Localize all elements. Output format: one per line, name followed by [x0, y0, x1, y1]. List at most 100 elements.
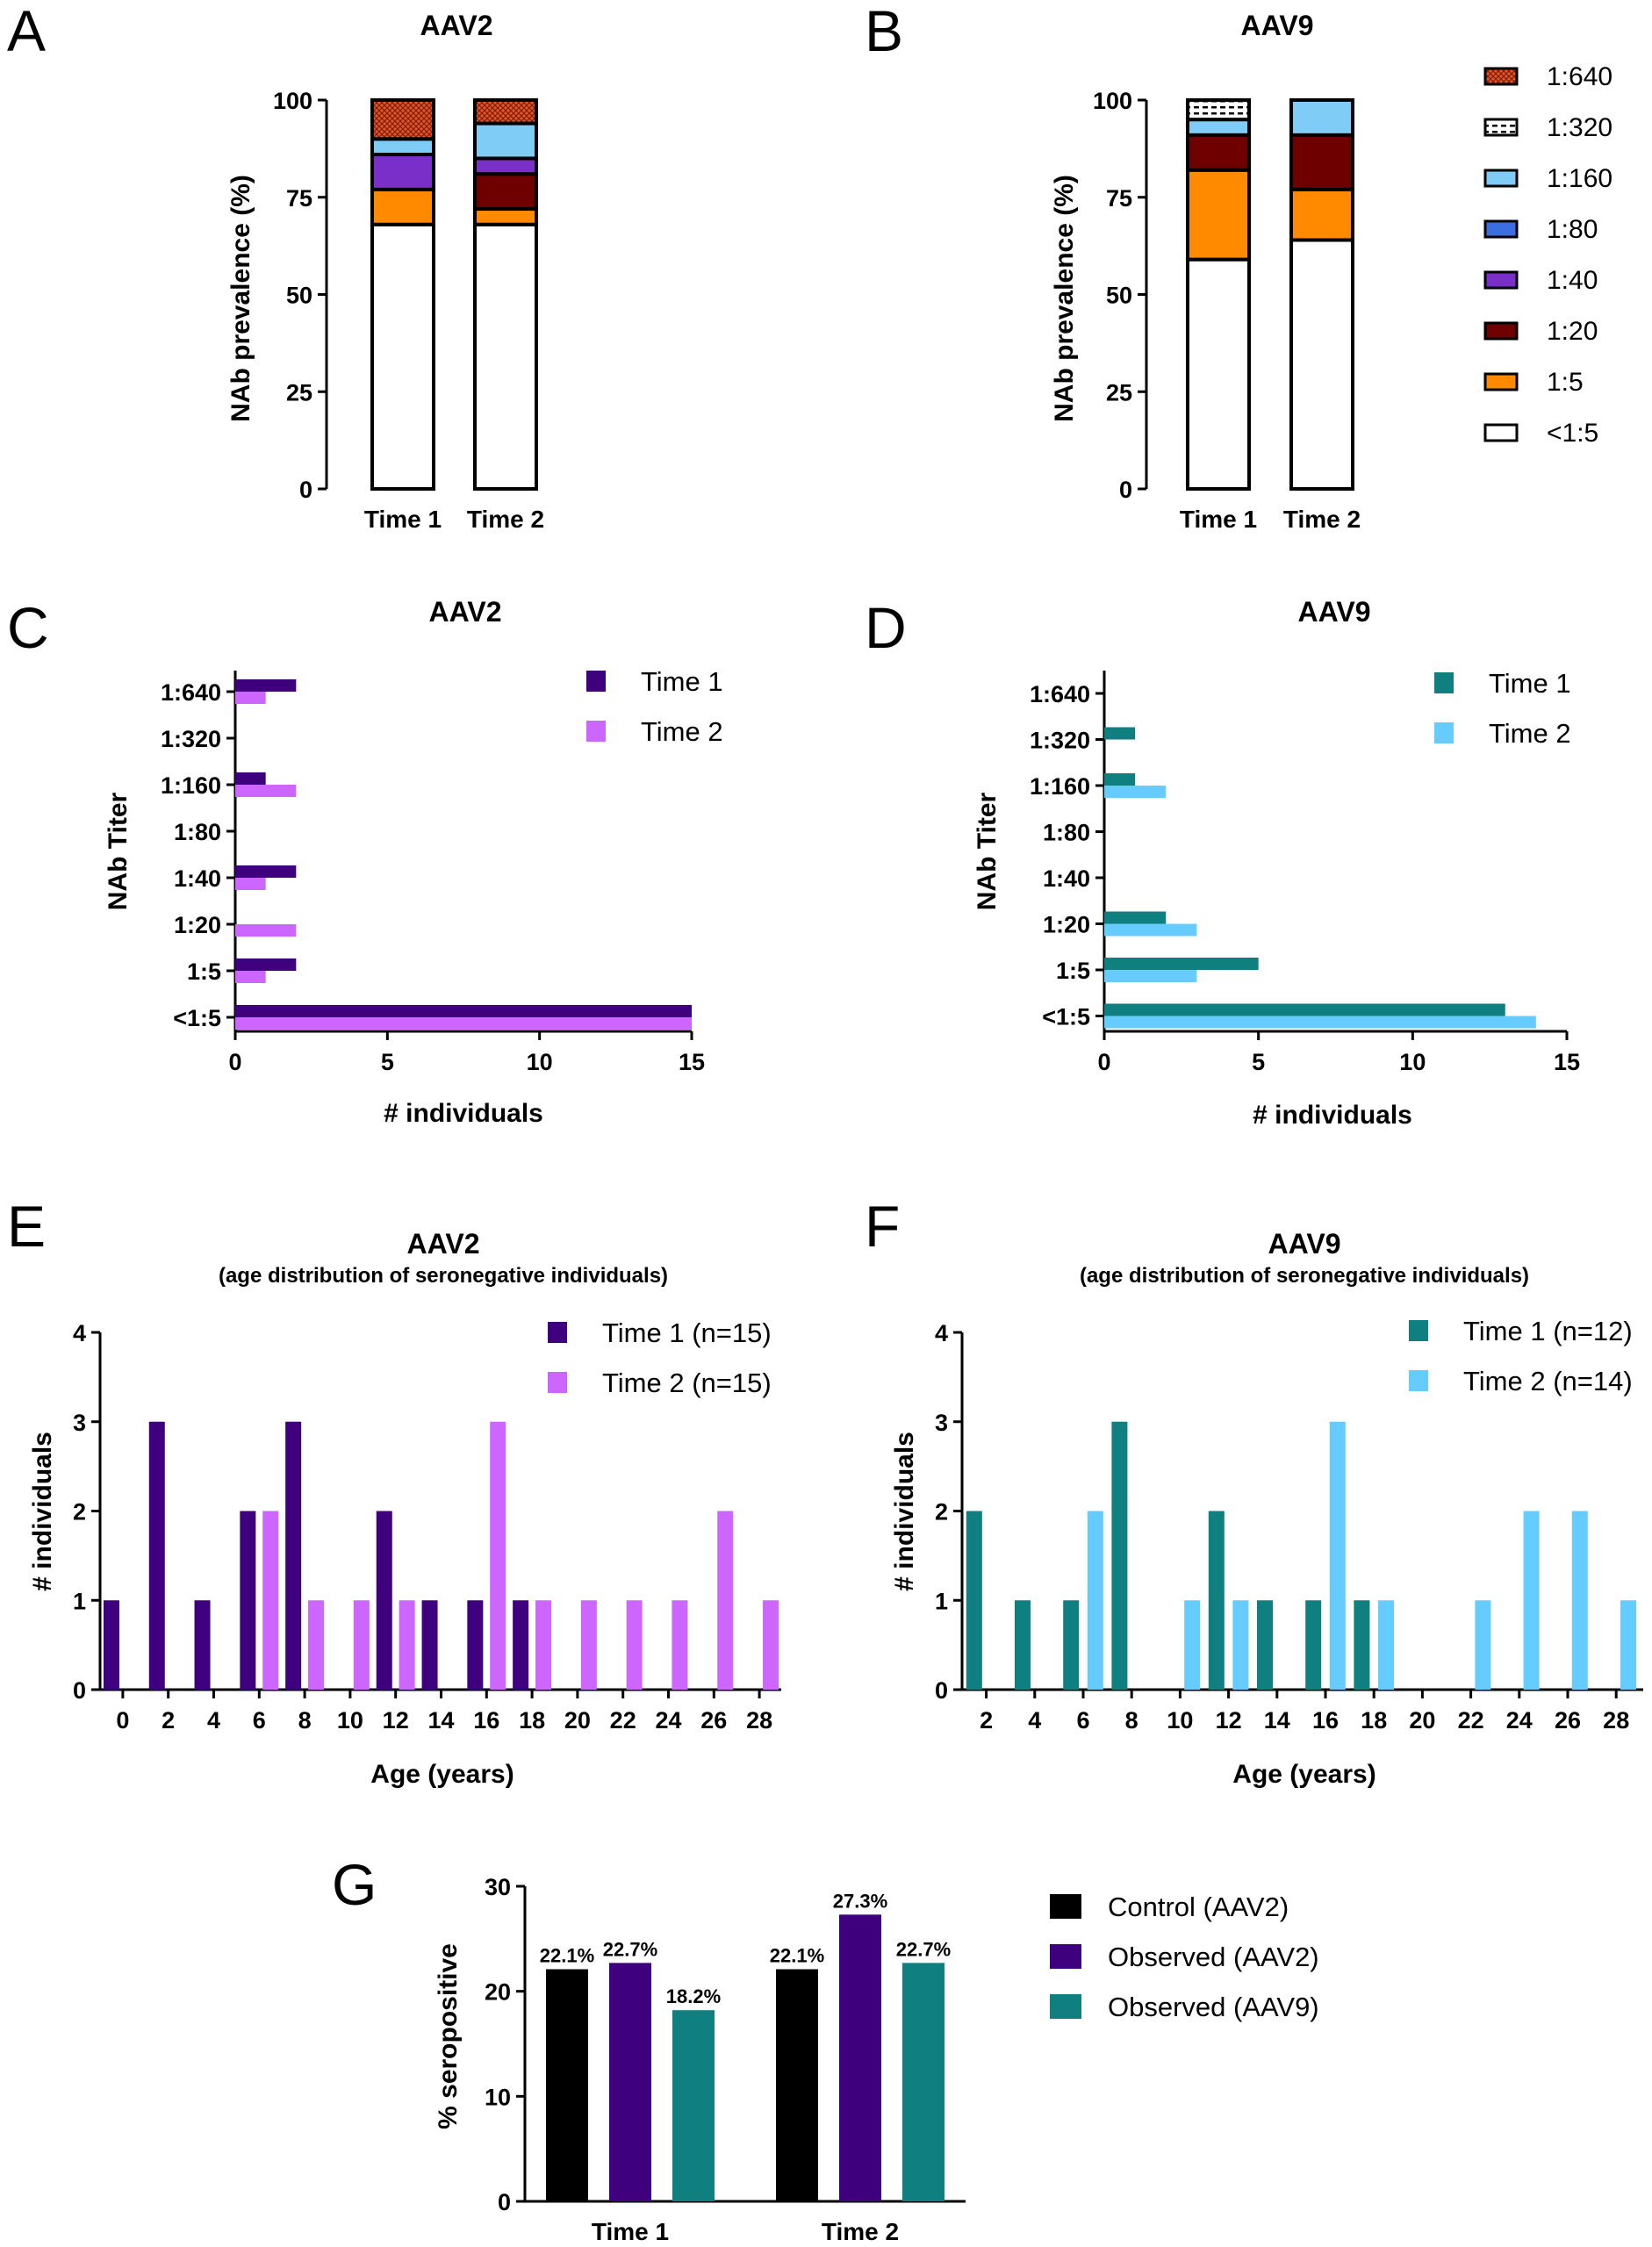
y-tick-label: 25 [286, 379, 312, 406]
legend-label: 1:80 [1547, 215, 1598, 244]
bar-aav2_time1 [148, 1421, 165, 1690]
bar-segment-t640 [473, 98, 538, 126]
legend-swatch-t160 [1483, 169, 1519, 188]
bar-aav9_time1 [1104, 773, 1136, 786]
bar-aav9_time1 [1305, 1600, 1322, 1690]
legend-label: Time 2 (n=15) [602, 1368, 772, 1398]
legend-label: Time 1 (n=15) [602, 1317, 772, 1348]
legend-label: 1:20 [1547, 317, 1598, 346]
y-tick-label: 1:5 [1056, 958, 1090, 984]
legend-label: Time 1 (n=12) [1463, 1316, 1633, 1346]
y-tick-label: 1:640 [161, 679, 221, 706]
bar-segment-t40 [473, 156, 538, 176]
bar-aav9_time2 [1104, 923, 1197, 937]
bar-control [546, 1969, 588, 2201]
y-tick-label: 75 [1106, 185, 1132, 212]
x-tick-label: 10 [1399, 1049, 1426, 1075]
bar-segment-t320 [1186, 98, 1251, 122]
y-tick-label: 0 [935, 1677, 948, 1704]
panel-d-ylabel: NAb Titer [973, 792, 1002, 910]
bar-aav9_time2 [1104, 786, 1167, 798]
legend-swatch-obs_aav9 [1050, 1994, 1081, 2019]
x-tick-label: 12 [1216, 1707, 1242, 1734]
panel-c-title: AAV2 [429, 596, 502, 628]
bar-segment-t5 [370, 187, 435, 226]
bar-aav2_time1 [235, 679, 297, 692]
y-tick-label: 1 [935, 1588, 948, 1614]
bar-obs_aav2 [839, 1914, 881, 2201]
x-tick-label: Time 2 [822, 2218, 899, 2245]
panel-d-title: AAV9 [1298, 596, 1371, 628]
bar-aav2_time1 [235, 865, 297, 878]
chart-d: 0 5 10 15 1:640 1:320 1:160 1:80 1:40 1:20 1:5 <1:5… [1030, 668, 1580, 1075]
bar-aav9_time1 [1111, 1421, 1128, 1690]
bar-aav2_time2 [235, 785, 297, 797]
x-tick-label: 5 [1252, 1049, 1265, 1075]
data-label: 22.7% [896, 1938, 951, 1960]
x-tick-label: 14 [427, 1707, 454, 1734]
x-tick-label: 18 [519, 1707, 545, 1734]
x-tick-label: 26 [1555, 1707, 1581, 1734]
x-tick-label: 26 [700, 1707, 727, 1734]
y-tick-label: 100 [273, 88, 312, 114]
bar-aav2_time2 [235, 1017, 692, 1030]
y-tick-label: 1:40 [174, 865, 221, 892]
y-tick-label: 3 [935, 1410, 948, 1436]
bar-aav2_time1 [421, 1600, 438, 1690]
panel-f-subtitle: (age distribution of seronegative indivi… [1080, 1264, 1529, 1288]
bar-aav2_time2 [626, 1600, 643, 1690]
x-tick-label: Time 1 [592, 2218, 669, 2245]
chart-a: 0 25 50 75 100 Time 1 Time 2 [273, 88, 544, 533]
x-tick-label: 0 [228, 1049, 241, 1075]
y-tick-label: 1:5 [187, 958, 221, 985]
panel-letter-d: D [865, 595, 907, 660]
legend-swatch-t80 [1483, 219, 1519, 239]
x-tick-label: 16 [1312, 1707, 1339, 1734]
y-tick-label: 4 [935, 1320, 948, 1346]
panel-e-xlabel: Age (years) [370, 1760, 514, 1789]
legend-swatch-neg [1483, 423, 1519, 442]
panel-b-ylabel: NAb prevalence (%) [1050, 175, 1079, 422]
bar-segment-t40 [370, 153, 435, 191]
x-tick-label: 18 [1361, 1707, 1387, 1734]
x-tick-label: 6 [253, 1707, 266, 1734]
legend-label: Control (AAV2) [1108, 1892, 1289, 1922]
x-tick-label: 10 [1167, 1707, 1193, 1734]
panel-letter-a: A [7, 0, 46, 63]
bar-aav2_time2 [672, 1600, 688, 1690]
data-label: 22.1% [540, 1945, 594, 1967]
x-tick-label: Time 2 [467, 506, 544, 533]
legend-label: 1:320 [1547, 113, 1612, 142]
legend-swatch-aav2_time1 [586, 671, 606, 692]
x-tick-label: 20 [1409, 1707, 1435, 1734]
bar-aav2_time1 [194, 1600, 211, 1690]
x-tick-label: 24 [1506, 1707, 1533, 1734]
bar-segment-t160 [473, 121, 538, 161]
x-tick-label: Time 1 [1180, 506, 1257, 533]
bar-aav9_time2 [1087, 1511, 1103, 1690]
bar-aav9_time1 [966, 1511, 982, 1690]
bar-segment-neg [473, 222, 538, 491]
legend-swatch-t20 [1483, 321, 1519, 341]
bar-segment-t640 [370, 98, 435, 141]
legend-swatch-aav2_time1 [548, 1322, 567, 1343]
legend-label: 1:160 [1547, 164, 1612, 193]
bar-aav9_time2 [1378, 1600, 1394, 1690]
x-tick-label: 28 [1603, 1707, 1629, 1734]
bar-aav9_time1 [1257, 1600, 1273, 1690]
bar-aav9_time2 [1523, 1511, 1540, 1690]
panel-e-ylabel: # individuals [28, 1432, 57, 1591]
bar-segment-t160 [1289, 98, 1354, 137]
x-tick-label: 10 [527, 1049, 553, 1075]
y-tick-label: 1:80 [174, 819, 221, 845]
x-tick-label: 2 [162, 1707, 175, 1734]
y-tick-label: 10 [485, 2084, 511, 2110]
panel-g-ylabel: % seropositive [434, 1943, 463, 2129]
y-tick-label: 50 [286, 283, 312, 309]
bar-segment-t5 [473, 207, 538, 226]
panel-e-subtitle: (age distribution of seronegative indivi… [219, 1264, 668, 1288]
x-tick-label: 0 [1097, 1049, 1110, 1075]
bar-aav9_time1 [1104, 911, 1167, 924]
legend-swatch-t640 [1483, 67, 1519, 86]
x-tick-label: 16 [473, 1707, 499, 1734]
